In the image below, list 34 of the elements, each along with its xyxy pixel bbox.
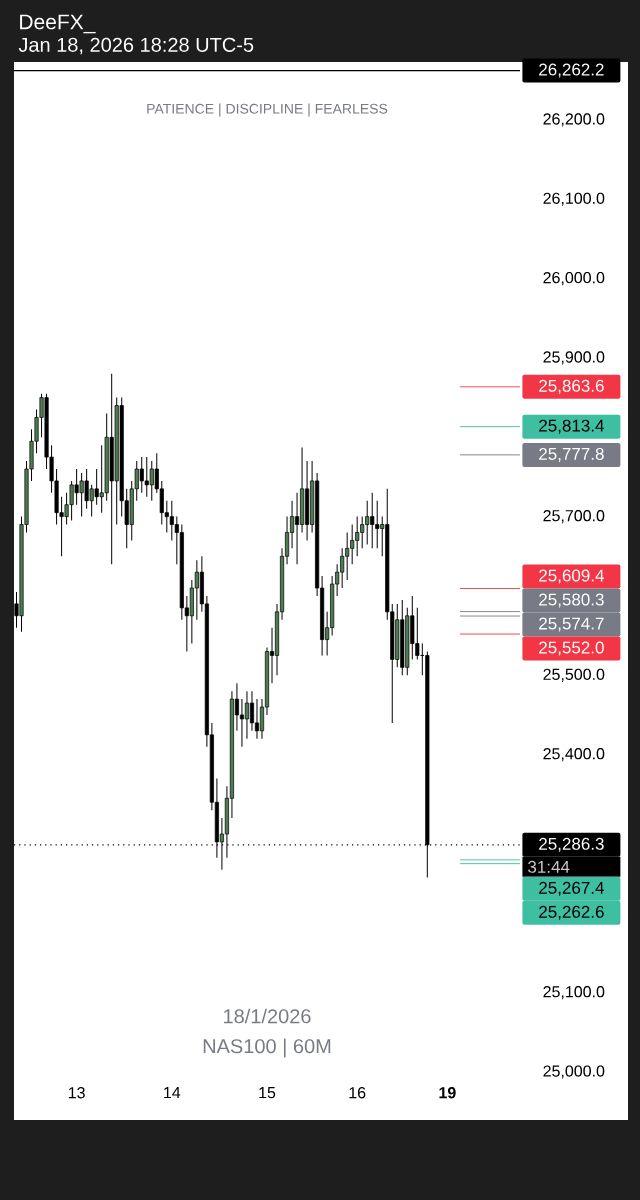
text: PATIENCE | DISCIPLINE | FEARLESS	[147, 103, 388, 117]
chart-title: DeeFX_	[20, 14, 96, 34]
y-tick-label: 25,400.0	[543, 748, 605, 762]
y-tick-label: 25,500.0	[543, 668, 605, 682]
ref-line-label: 26,262.2	[539, 63, 604, 78]
ref-line-label: 25,267.4	[539, 881, 604, 896]
y-tick-label: 25,900.0	[543, 351, 605, 365]
ref-line-label: 25,262.6	[539, 905, 604, 920]
ref-line-label: 25,552.0	[539, 641, 604, 656]
candlestick	[249, 690, 255, 732]
ref-line-label: 25,609.4	[539, 569, 604, 584]
ref-line-label: 25,574.7	[539, 617, 604, 632]
y-tick-label: 25,100.0	[543, 986, 605, 1000]
x-tick-label: 19	[439, 1087, 456, 1099]
ref-line-label: 25,777.8	[539, 447, 604, 462]
text: 31:44	[528, 860, 570, 873]
x-tick-label: 16	[349, 1087, 366, 1099]
ref-line-label: 25,813.4	[539, 419, 604, 434]
text: Jan 18, 2026 18:28 UTC-5	[18, 37, 254, 55]
x-tick-label: 15	[259, 1087, 276, 1099]
ref-line-label: 25,863.6	[539, 379, 604, 394]
candlestick	[254, 698, 260, 740]
ref-line-label: 25,580.3	[539, 593, 604, 608]
y-tick-label: 25,000.0	[543, 1065, 605, 1079]
x-tick-label: 13	[68, 1087, 85, 1099]
ref-line-label: 25,286.3	[539, 837, 604, 852]
y-tick-label: 26,000.0	[543, 271, 605, 286]
x-tick-label: 14	[164, 1087, 181, 1099]
annotation: 18/1/2026	[224, 1008, 311, 1024]
y-tick-label: 25,700.0	[543, 510, 605, 524]
y-tick-label: 26,200.0	[543, 113, 605, 127]
y-tick-label: 26,100.0	[543, 192, 605, 206]
candlestick	[244, 690, 250, 740]
annotation: NAS100 | 60M	[203, 1038, 331, 1058]
